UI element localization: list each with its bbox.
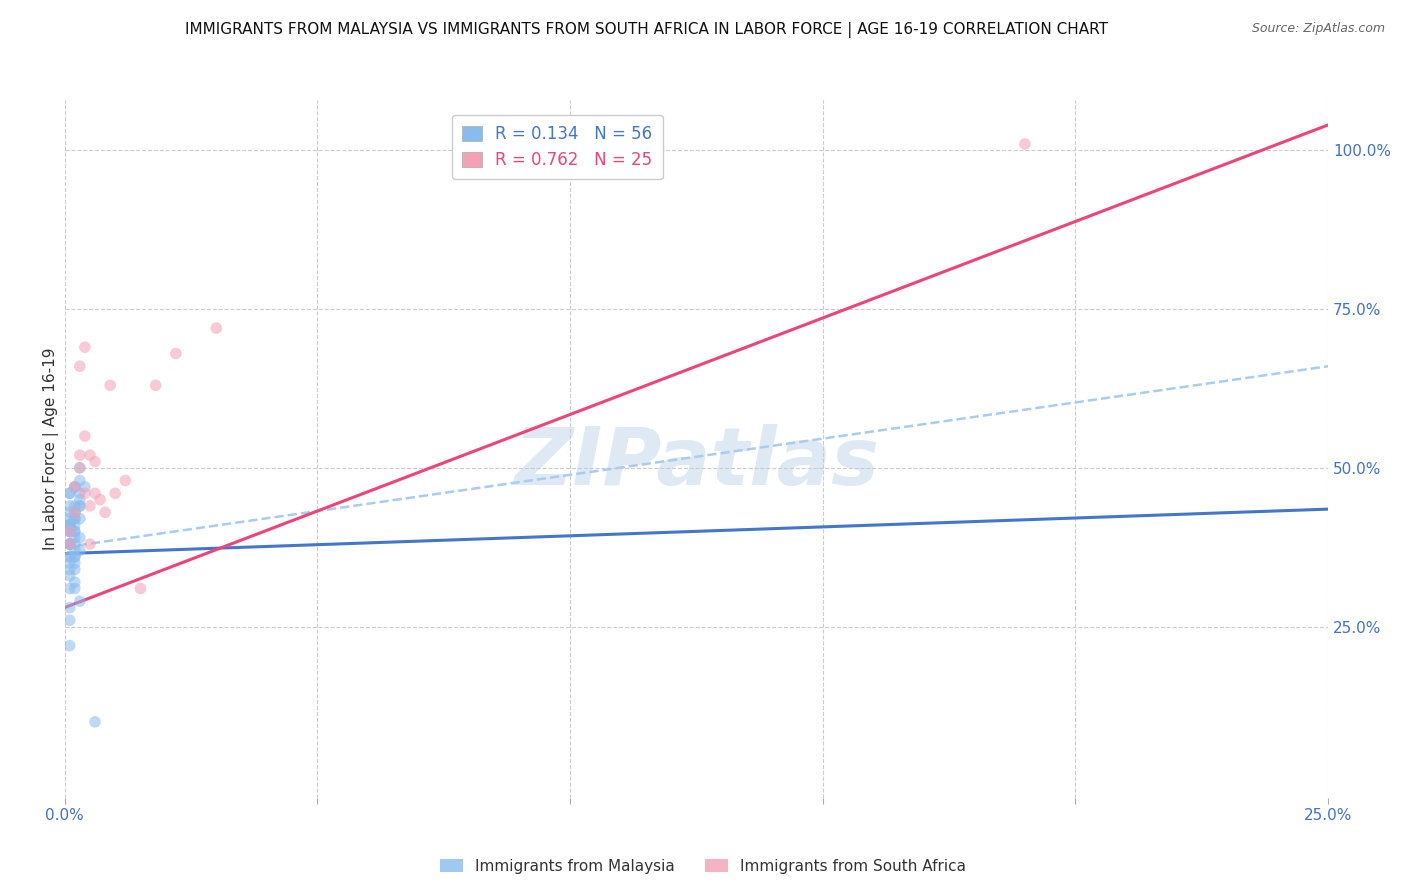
Point [59, 518, 82, 533]
Point [79, 537, 101, 551]
Point [129, 582, 152, 596]
Point [165, 346, 187, 360]
Point [59, 537, 82, 551]
Point [63, 531, 86, 545]
Point [59, 562, 82, 576]
Point [63, 524, 86, 539]
Point [63, 505, 86, 519]
Point [63, 511, 86, 525]
Point [73, 486, 96, 500]
Point [59, 524, 82, 539]
Point [1014, 136, 1036, 151]
Point [63, 505, 86, 519]
Point [69, 543, 91, 558]
Point [69, 594, 91, 608]
Point [59, 518, 82, 533]
Point [63, 575, 86, 590]
Point [59, 556, 82, 570]
Point [59, 518, 82, 533]
Point [59, 518, 82, 533]
Point [63, 505, 86, 519]
Point [84, 714, 107, 729]
Point [63, 480, 86, 494]
Point [69, 499, 91, 513]
Point [73, 480, 96, 494]
Point [63, 524, 86, 539]
Point [73, 340, 96, 354]
Point [63, 543, 86, 558]
Point [79, 448, 101, 462]
Point [145, 378, 167, 392]
Point [63, 582, 86, 596]
Point [59, 537, 82, 551]
Point [59, 537, 82, 551]
Text: ZIPatlas: ZIPatlas [515, 424, 879, 502]
Point [59, 486, 82, 500]
Point [69, 460, 91, 475]
Point [59, 549, 82, 564]
Point [63, 499, 86, 513]
Legend: R = 0.134   N = 56, R = 0.762   N = 25: R = 0.134 N = 56, R = 0.762 N = 25 [453, 115, 662, 179]
Point [69, 511, 91, 525]
Point [63, 549, 86, 564]
Point [59, 582, 82, 596]
Point [59, 639, 82, 653]
Point [69, 359, 91, 374]
Point [59, 524, 82, 539]
Point [59, 537, 82, 551]
Y-axis label: In Labor Force | Age 16-19: In Labor Force | Age 16-19 [44, 348, 59, 550]
Point [59, 549, 82, 564]
Point [69, 486, 91, 500]
Point [63, 556, 86, 570]
Point [63, 480, 86, 494]
Point [59, 524, 82, 539]
Point [69, 448, 91, 462]
Text: IMMIGRANTS FROM MALAYSIA VS IMMIGRANTS FROM SOUTH AFRICA IN LABOR FORCE | AGE 16: IMMIGRANTS FROM MALAYSIA VS IMMIGRANTS F… [186, 22, 1108, 38]
Point [59, 600, 82, 615]
Point [59, 524, 82, 539]
Point [73, 429, 96, 443]
Point [69, 460, 91, 475]
Point [205, 321, 228, 335]
Point [69, 474, 91, 488]
Legend: Immigrants from Malaysia, Immigrants from South Africa: Immigrants from Malaysia, Immigrants fro… [433, 853, 973, 880]
Point [63, 518, 86, 533]
Point [114, 474, 136, 488]
Point [79, 499, 101, 513]
Point [94, 505, 117, 519]
Point [98, 378, 121, 392]
Point [59, 511, 82, 525]
Point [59, 499, 82, 513]
Point [59, 569, 82, 583]
Point [59, 486, 82, 500]
Point [59, 537, 82, 551]
Point [89, 492, 111, 507]
Point [69, 531, 91, 545]
Point [63, 537, 86, 551]
Point [63, 511, 86, 525]
Point [59, 505, 82, 519]
Point [69, 492, 91, 507]
Point [104, 486, 127, 500]
Point [63, 562, 86, 576]
Text: Source: ZipAtlas.com: Source: ZipAtlas.com [1251, 22, 1385, 36]
Point [84, 486, 107, 500]
Point [69, 499, 91, 513]
Point [59, 613, 82, 627]
Point [84, 454, 107, 468]
Point [63, 549, 86, 564]
Point [63, 480, 86, 494]
